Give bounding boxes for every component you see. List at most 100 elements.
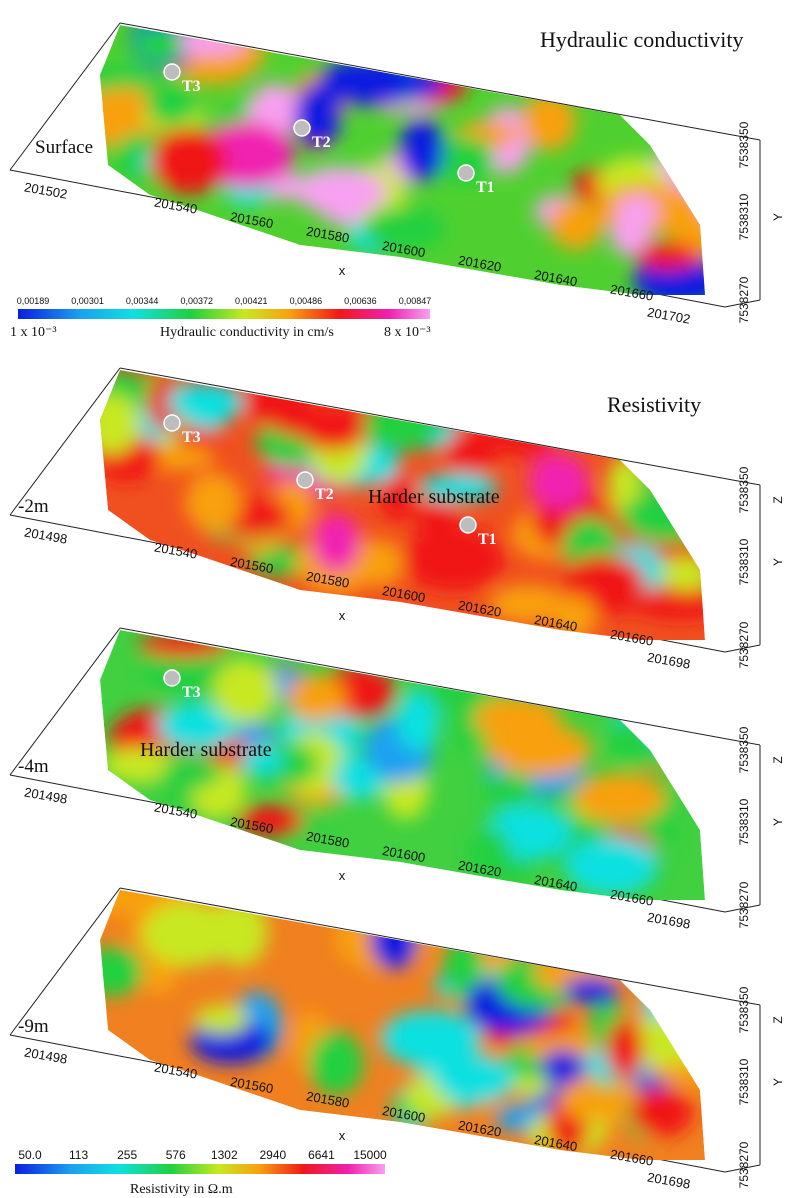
blob [100, 393, 141, 455]
x-tick-label: 201580 [305, 1088, 350, 1110]
blob [635, 242, 701, 270]
legend-tick-label: 0,00421 [235, 296, 268, 306]
borehole-label: T3 [182, 78, 201, 95]
x-start-label: 201498 [23, 524, 68, 546]
x-tick-label: 201560 [229, 209, 274, 231]
x-axis-label: x [339, 1128, 346, 1143]
blob [194, 1004, 249, 1034]
x-tick-label: 201620 [457, 597, 502, 619]
y-axis-label: Y [771, 213, 785, 221]
x-tick-label: 201540 [153, 799, 198, 821]
blob [540, 1049, 586, 1086]
blob [607, 714, 694, 769]
blob [616, 195, 659, 227]
blob [560, 555, 645, 606]
x-tick-label: 201600 [381, 1103, 426, 1125]
x-tick-label: 201540 [153, 1059, 198, 1081]
x-tick-label: 201660 [609, 281, 654, 303]
depth-label: -2m [18, 496, 49, 517]
blob [628, 1089, 694, 1137]
blob [185, 472, 242, 532]
blob [488, 585, 568, 624]
blob [212, 898, 268, 966]
legend-max: 8 x 10⁻³ [384, 325, 431, 340]
box-edge [9, 22, 121, 171]
legend-tick-label: 576 [166, 1148, 186, 1162]
y-tick-label: 7538310 [737, 798, 751, 845]
color-legend: 50.0 113 255 576 1302 2940 6641 15000 Resistivit… [15, 1148, 387, 1197]
blob [134, 26, 184, 64]
z-axis-label: Z [771, 756, 785, 763]
borehole-marker [457, 164, 475, 182]
blob [433, 135, 496, 184]
x-end-label: 201702 [646, 304, 691, 326]
legend-tick-label: 0,00189 [17, 296, 50, 306]
blob [468, 828, 511, 880]
box-edge [724, 644, 761, 653]
depth-label: -4m [18, 756, 49, 777]
blob [548, 199, 604, 250]
color-bar [18, 309, 430, 319]
box-edge [119, 887, 761, 1006]
blob [312, 513, 361, 573]
y-tick-label: 7538270 [737, 1141, 751, 1188]
y-tick-label: 7538310 [737, 1058, 751, 1105]
color-field [100, 630, 705, 900]
y-axis-label: Y [771, 558, 785, 566]
blob [401, 527, 506, 591]
blob [605, 1019, 644, 1080]
y-tick-label: 7538310 [737, 193, 751, 240]
blob [156, 702, 239, 750]
depth-label: -9m [18, 1016, 49, 1037]
blob [432, 1054, 515, 1104]
borehole-label: T1 [476, 179, 495, 196]
annotation: Harder substrate [368, 486, 500, 508]
color-legend: 0,00189 0,00301 0,00344 0,00372 0,00421 0,004… [10, 296, 431, 340]
blob [150, 128, 228, 195]
box-edge [724, 1164, 761, 1173]
y-tick-label: 7538350 [737, 121, 751, 168]
y-tick-label: 7538270 [737, 276, 751, 323]
color-field [100, 370, 705, 640]
blob [268, 405, 353, 438]
map-panel: 201540 201560 201580 201600 201620 201640 2016… [9, 22, 785, 327]
field-blobs [100, 890, 705, 1155]
color-bar [15, 1164, 385, 1174]
legend-tick-label: 0,00847 [399, 296, 432, 306]
blob [100, 947, 143, 997]
blob [381, 66, 446, 99]
x-start-label: 201502 [23, 179, 68, 201]
x-tick-label: 201640 [533, 872, 578, 894]
blob [647, 703, 705, 752]
legend-title: Hydraulic conductivity in cm/s [160, 325, 334, 340]
blob [142, 901, 234, 967]
x-tick-label: 201580 [305, 568, 350, 590]
x-tick-label: 201600 [381, 238, 426, 260]
x-tick-label: 201640 [533, 1132, 578, 1154]
legend-tick-label: 0,00636 [344, 296, 377, 306]
map-panel: 201540 201560 201580 201600 201620 201640 2016… [9, 627, 785, 932]
borehole-marker [293, 119, 311, 137]
z-axis-label: Z [771, 1016, 785, 1023]
map-panel: 201540 201560 201580 201600 201620 201640 2016… [9, 367, 785, 672]
x-tick-label: 201660 [609, 1146, 654, 1168]
x-tick-label: 201560 [229, 814, 274, 836]
blob [380, 1010, 482, 1067]
y-axis-label: Y [771, 818, 785, 826]
blob [319, 186, 368, 226]
x-tick-label: 201660 [609, 626, 654, 648]
blob [236, 804, 304, 837]
blob [362, 206, 447, 252]
borehole-marker [459, 516, 477, 534]
blob [565, 837, 658, 896]
legend-tick-label: 1302 [211, 1148, 238, 1162]
y-tick-label: 7538270 [737, 621, 751, 668]
blob [418, 473, 499, 502]
blob [552, 594, 597, 640]
legend-tick-label: 113 [69, 1148, 88, 1162]
borehole-marker [163, 414, 181, 432]
y-tick-label: 7538270 [737, 881, 751, 928]
blob [102, 747, 173, 783]
x-tick-label: 201580 [305, 828, 350, 850]
blob [573, 773, 667, 823]
